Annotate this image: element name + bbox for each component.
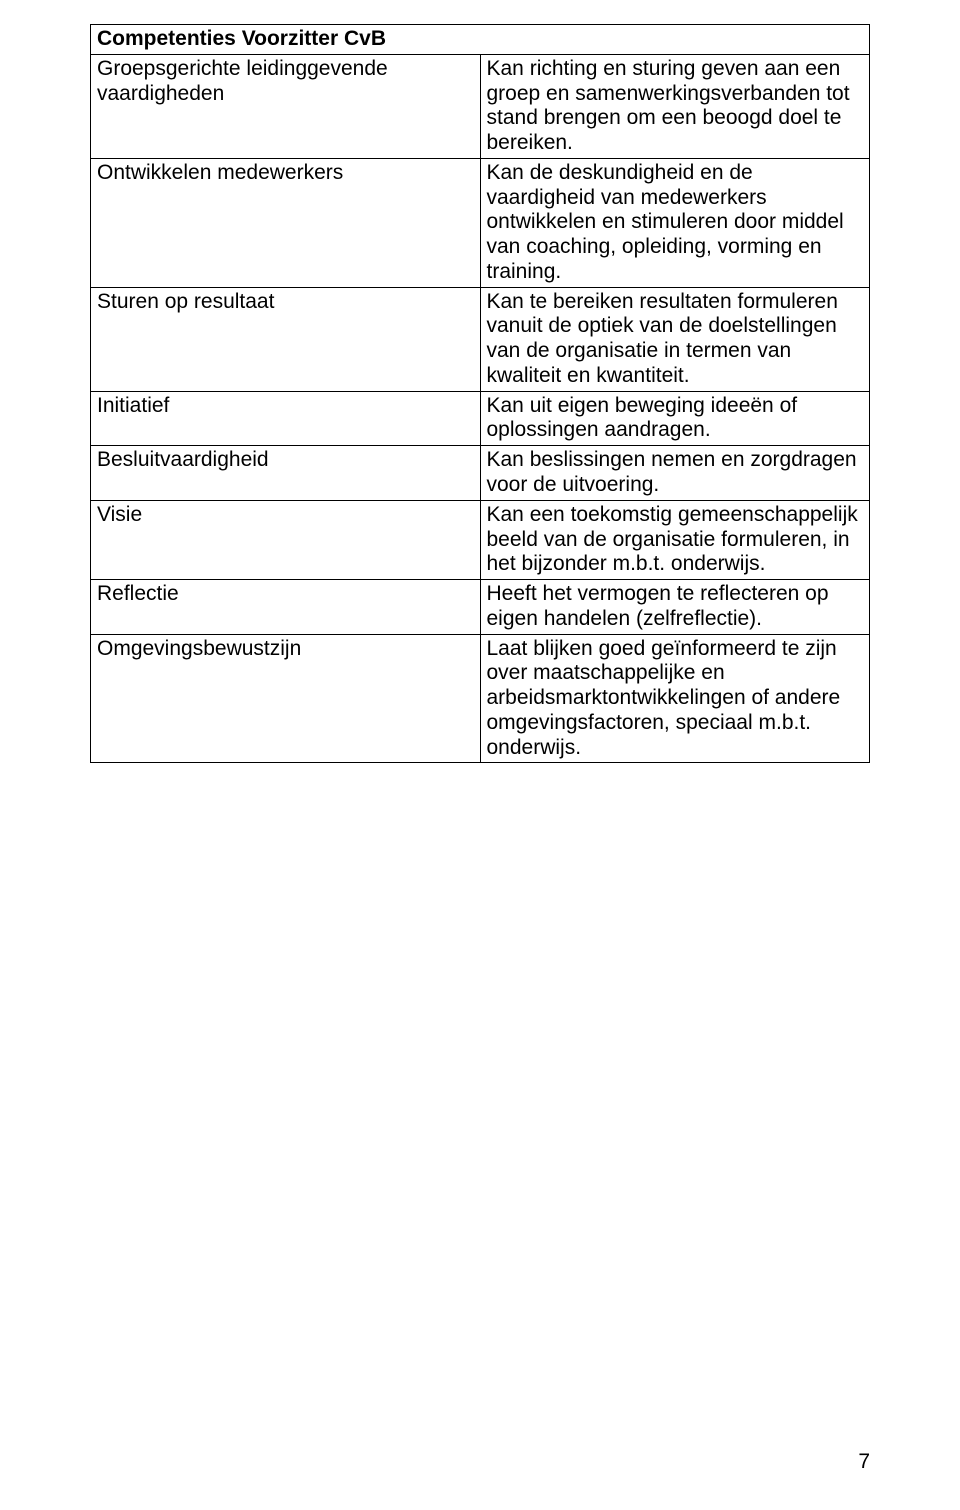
competency-description: Kan beslissingen nemen en zorgdragen voo…: [480, 446, 870, 501]
competency-description: Kan een toekomstig gemeenschappelijk bee…: [480, 500, 870, 579]
competency-name: Groepsgerichte leidinggevende vaardighed…: [91, 54, 481, 158]
table-row: Initiatief Kan uit eigen beweging ideeën…: [91, 391, 870, 446]
competency-description: Kan richting en sturing geven aan een gr…: [480, 54, 870, 158]
competency-description: Kan de deskundigheid en de vaardigheid v…: [480, 158, 870, 287]
table-row: Besluitvaardigheid Kan beslissingen neme…: [91, 446, 870, 501]
table-row: Omgevingsbewustzijn Laat blijken goed ge…: [91, 634, 870, 763]
table-row: Groepsgerichte leidinggevende vaardighed…: [91, 54, 870, 158]
competency-description: Heeft het vermogen te reflecteren op eig…: [480, 580, 870, 635]
competency-name: Sturen op resultaat: [91, 287, 481, 391]
competency-name: Visie: [91, 500, 481, 579]
table-row: Ontwikkelen medewerkers Kan de deskundig…: [91, 158, 870, 287]
competency-name: Ontwikkelen medewerkers: [91, 158, 481, 287]
competency-name: Reflectie: [91, 580, 481, 635]
document-page: Competenties Voorzitter CvB Groepsgerich…: [0, 0, 960, 1510]
competency-name: Besluitvaardigheid: [91, 446, 481, 501]
competency-description: Laat blijken goed geïnformeerd te zijn o…: [480, 634, 870, 763]
competency-description: Kan te bereiken resultaten formuleren va…: [480, 287, 870, 391]
competency-name: Initiatief: [91, 391, 481, 446]
table-row: Reflectie Heeft het vermogen te reflecte…: [91, 580, 870, 635]
table-row: Visie Kan een toekomstig gemeenschappeli…: [91, 500, 870, 579]
table-header-row: Competenties Voorzitter CvB: [91, 25, 870, 55]
competency-name: Omgevingsbewustzijn: [91, 634, 481, 763]
competencies-table: Competenties Voorzitter CvB Groepsgerich…: [90, 24, 870, 763]
competency-description: Kan uit eigen beweging ideeën of oplossi…: [480, 391, 870, 446]
table-header: Competenties Voorzitter CvB: [91, 25, 870, 55]
table-row: Sturen op resultaat Kan te bereiken resu…: [91, 287, 870, 391]
page-number: 7: [858, 1450, 870, 1474]
